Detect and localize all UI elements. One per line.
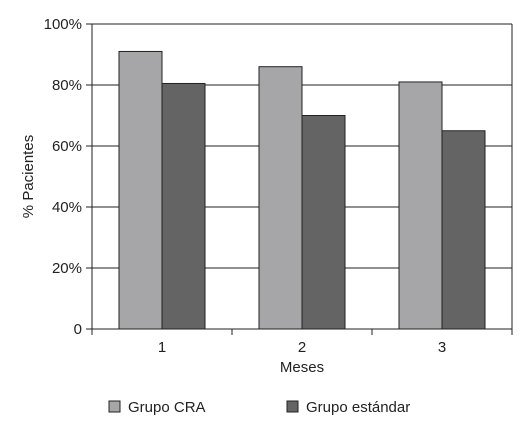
y-tick-label: 20% (52, 260, 82, 277)
x-tick-label: 3 (438, 339, 446, 356)
bar-grupo-estandar-3 (441, 130, 486, 330)
y-tick-label: 0 (74, 321, 82, 338)
x-tick-label: 1 (158, 339, 166, 356)
legend-label: Grupo CRA (128, 399, 206, 416)
y-tick-label: 40% (52, 199, 82, 216)
bar-grupo-estandar-2 (301, 115, 346, 330)
y-tick-label: 100% (44, 16, 82, 33)
x-axis-title: Meses (280, 359, 324, 376)
y-axis-title: % Pacientes (20, 135, 37, 218)
legend-swatch (108, 400, 121, 413)
legend-swatch (286, 400, 299, 413)
bar-grupo-cra-3 (398, 81, 443, 330)
bar-grupo-estandar-1 (161, 82, 206, 330)
plot-area: 0 20% 40% 60% 80% 100% 1 2 3 (44, 16, 513, 356)
legend: Grupo CRA Grupo estándar (108, 399, 410, 416)
y-tick-label: 80% (52, 77, 82, 94)
legend-label: Grupo estándar (306, 399, 410, 416)
y-tick-label: 60% (52, 138, 82, 155)
bar-grupo-cra-1 (118, 50, 163, 330)
x-tick-label: 2 (298, 339, 306, 356)
bar-grupo-cra-2 (258, 66, 303, 330)
